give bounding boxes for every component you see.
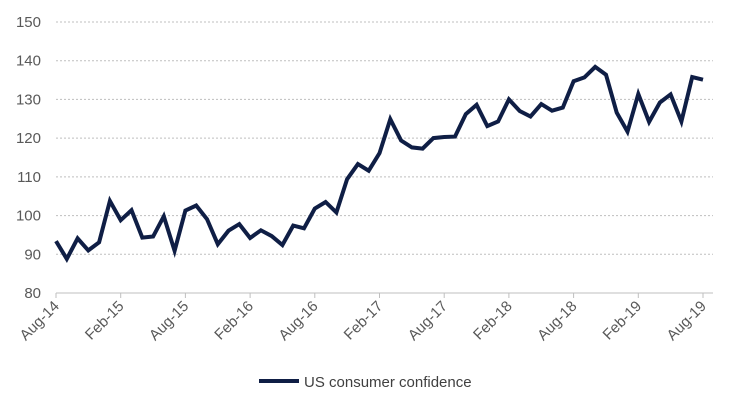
data-point — [453, 135, 457, 139]
data-point — [313, 207, 317, 211]
data-point — [572, 79, 576, 83]
y-tick-label: 110 — [17, 169, 41, 186]
data-point — [593, 65, 597, 69]
data-point — [539, 102, 543, 106]
data-point — [410, 145, 414, 149]
x-tick-label: Aug-18 — [534, 298, 580, 344]
data-point — [507, 97, 511, 101]
data-point — [54, 239, 58, 243]
data-point — [561, 106, 565, 110]
data-point — [173, 249, 177, 253]
legend: US consumer confidence — [259, 374, 472, 391]
data-point — [183, 209, 187, 213]
y-tick-label: 80 — [24, 285, 41, 302]
data-point — [669, 92, 673, 96]
data-point — [626, 130, 630, 134]
x-axis: Aug-14 Feb-15 Aug-15 Feb-16 Aug-16 Feb-17 Aug-… — [17, 292, 713, 344]
data-point — [464, 112, 468, 116]
data-point — [302, 226, 306, 230]
data-point — [496, 119, 500, 123]
data-point — [140, 236, 144, 240]
data-point — [679, 119, 683, 123]
x-tick-label: Aug-15 — [146, 298, 192, 344]
data-point — [701, 78, 705, 82]
data-point — [636, 92, 640, 96]
data-point — [421, 147, 425, 151]
data-point — [399, 138, 403, 142]
legend-label-us-consumer-confidence: US consumer confidence — [304, 374, 472, 391]
data-point — [324, 200, 328, 204]
y-tick-label: 150 — [16, 14, 41, 31]
data-point — [108, 199, 112, 203]
data-point — [367, 169, 371, 173]
data-point — [442, 135, 446, 139]
data-point — [604, 73, 608, 77]
data-point — [151, 234, 155, 238]
data-point — [280, 243, 284, 247]
y-tick-label: 90 — [24, 246, 41, 263]
data-point — [378, 151, 382, 155]
data-point — [76, 236, 80, 240]
data-point — [334, 210, 338, 214]
y-tick-label: 100 — [16, 208, 41, 225]
data-point — [86, 248, 90, 252]
data-point — [259, 228, 263, 232]
data-point — [615, 111, 619, 115]
data-point — [216, 242, 220, 246]
data-point — [162, 214, 166, 218]
data-point — [248, 236, 252, 240]
data-point — [345, 177, 349, 181]
data-point — [237, 222, 241, 226]
data-point — [119, 218, 123, 222]
data-point — [291, 224, 295, 228]
data-point — [431, 136, 435, 140]
data-point — [65, 257, 69, 261]
series-layer — [54, 64, 705, 263]
data-point — [647, 120, 651, 124]
x-tick-label: Feb-16 — [211, 298, 257, 344]
data-point — [582, 75, 586, 79]
x-tick-label: Feb-17 — [341, 298, 387, 344]
series-line-us-consumer-confidence — [54, 64, 704, 263]
y-tick-label: 130 — [16, 91, 41, 108]
data-point — [485, 124, 489, 128]
data-point — [97, 240, 101, 244]
data-point — [550, 109, 554, 113]
data-point — [658, 101, 662, 105]
x-tick-label: Aug-17 — [405, 298, 451, 344]
data-point — [270, 234, 274, 238]
data-point — [690, 75, 694, 79]
data-point — [475, 103, 479, 107]
x-tick-label: Feb-18 — [470, 298, 516, 344]
data-point — [388, 117, 392, 121]
data-point — [194, 204, 198, 208]
data-point — [129, 208, 133, 212]
x-tick-label: Aug-16 — [275, 298, 321, 344]
x-tick-label: Aug-14 — [17, 298, 63, 344]
data-point — [528, 114, 532, 118]
data-point — [518, 109, 522, 113]
y-tick-label: 120 — [16, 130, 41, 147]
x-tick-label: Feb-15 — [82, 298, 128, 344]
x-tick-label: Aug-19 — [664, 298, 710, 344]
data-point — [227, 229, 231, 233]
y-axis-ticks: 80 90 100 110 120 130 140 150 — [16, 14, 41, 302]
y-tick-label: 140 — [16, 53, 41, 70]
data-point — [356, 162, 360, 166]
data-point — [205, 217, 209, 221]
x-tick-label: Feb-19 — [599, 298, 645, 344]
